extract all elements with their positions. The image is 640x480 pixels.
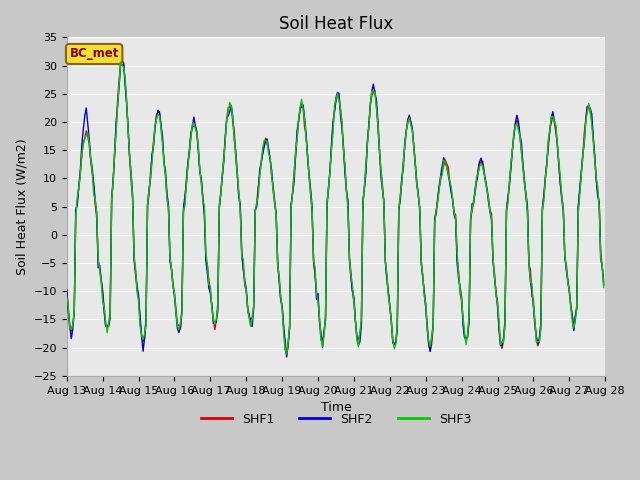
- SHF1: [283, 351, 291, 357]
- SHF2: [301, 115, 308, 120]
- SHF1: [573, 303, 580, 309]
- SHF2: [573, 306, 580, 312]
- SHF3: [63, 294, 70, 300]
- SHF3: [600, 285, 607, 290]
- SHF2: [600, 282, 607, 288]
- Line: SHF2: SHF2: [67, 63, 604, 357]
- SHF1: [301, 124, 308, 130]
- X-axis label: Time: Time: [321, 401, 351, 414]
- Line: SHF1: SHF1: [67, 60, 604, 354]
- SHF1: [252, 209, 259, 215]
- SHF3: [243, 288, 250, 294]
- SHF3: [283, 351, 291, 357]
- SHF2: [225, 113, 232, 119]
- SHF3: [573, 306, 580, 312]
- SHF1: [600, 279, 607, 285]
- SHF2: [116, 60, 124, 66]
- SHF1: [243, 288, 250, 294]
- SHF2: [63, 287, 70, 293]
- SHF2: [283, 354, 291, 360]
- Y-axis label: Soil Heat Flux (W/m2): Soil Heat Flux (W/m2): [15, 138, 28, 275]
- SHF3: [116, 59, 124, 65]
- Legend: SHF1, SHF2, SHF3: SHF1, SHF2, SHF3: [196, 408, 476, 431]
- Line: SHF3: SHF3: [67, 62, 604, 354]
- SHF3: [252, 209, 259, 215]
- SHF1: [63, 287, 70, 293]
- SHF2: [243, 286, 250, 291]
- SHF2: [130, 254, 138, 260]
- SHF3: [225, 109, 232, 115]
- SHF3: [301, 116, 308, 122]
- SHF1: [118, 58, 126, 63]
- SHF3: [130, 254, 138, 260]
- SHF1: [225, 105, 232, 110]
- SHF1: [130, 257, 138, 263]
- Title: Soil Heat Flux: Soil Heat Flux: [279, 15, 393, 33]
- Text: BC_met: BC_met: [70, 48, 119, 60]
- SHF2: [252, 206, 259, 212]
